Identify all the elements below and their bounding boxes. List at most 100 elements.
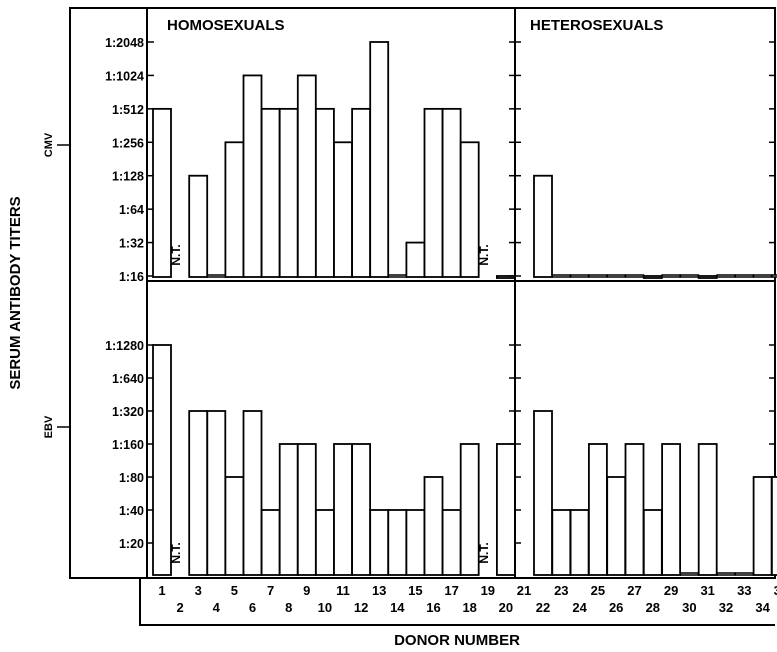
x-tick-label-29: 29 <box>664 583 678 598</box>
x-tick-label-34: 34 <box>755 600 770 615</box>
x-tick-label-16: 16 <box>426 600 440 615</box>
bar-ebv-34 <box>752 476 773 576</box>
bar-cmv-1 <box>152 107 172 278</box>
bar-ebv-6 <box>242 410 263 576</box>
x-tick-label-31: 31 <box>700 583 714 598</box>
x-tick-label-32: 32 <box>719 600 733 615</box>
bar-ebv-11 <box>333 443 353 576</box>
x-tick-label-28: 28 <box>646 600 660 615</box>
x-tick-label-12: 12 <box>354 600 368 615</box>
bar-cmv-22 <box>533 174 553 278</box>
y-tick-label-ebv-4: 1:80 <box>119 471 144 485</box>
x-tick-label-22: 22 <box>536 600 550 615</box>
bar-cmv-16 <box>423 107 444 278</box>
bar-cmv-20 <box>495 275 516 279</box>
bar-cmv-4 <box>206 274 227 278</box>
bar-ebv-9 <box>296 443 317 576</box>
bar-cmv-34 <box>752 274 773 278</box>
bar-ebv-25 <box>588 443 608 576</box>
y-tick-label-ebv-0: 1:1280 <box>105 339 144 353</box>
x-tick-label-27: 27 <box>627 583 641 598</box>
panel-label-ebv: EBV <box>43 415 55 438</box>
nt-label-ebv-19: N.T. <box>477 542 491 563</box>
bar-ebv-7 <box>260 509 281 576</box>
bar-cmv-8 <box>278 107 299 278</box>
bar-cmv-14 <box>387 274 408 278</box>
nt-label-cmv-19: N.T. <box>477 244 491 265</box>
bar-ebv-31 <box>697 443 718 576</box>
x-tick-label-20: 20 <box>499 600 513 615</box>
y-tick-label-cmv-6: 1:32 <box>119 237 144 251</box>
bar-ebv-8 <box>278 443 299 576</box>
x-tick-label-14: 14 <box>390 600 405 615</box>
bar-cmv-35 <box>771 274 777 278</box>
y-tick-label-cmv-5: 1:64 <box>119 203 144 217</box>
x-tick-label-11: 11 <box>336 583 350 598</box>
xtick-frame <box>139 578 775 626</box>
panel-label-cmv: CMV <box>43 132 55 157</box>
bar-ebv-3 <box>188 410 209 576</box>
nt-label-ebv-2: N.T. <box>169 542 183 563</box>
x-tick-label-5: 5 <box>231 583 238 598</box>
bar-ebv-30 <box>679 572 700 576</box>
x-tick-label-6: 6 <box>249 600 256 615</box>
bar-cmv-9 <box>296 74 317 278</box>
y-tick-label-ebv-1: 1:640 <box>112 372 144 386</box>
y-tick-label-ebv-6: 1:20 <box>119 537 144 551</box>
bar-ebv-14 <box>387 509 408 576</box>
x-tick-label-3: 3 <box>195 583 202 598</box>
x-tick-label-4: 4 <box>213 600 221 615</box>
bar-ebv-32 <box>716 572 736 576</box>
bar-ebv-13 <box>369 509 390 576</box>
bar-cmv-5 <box>224 141 245 278</box>
bar-cmv-15 <box>405 241 426 278</box>
bar-ebv-5 <box>224 476 245 576</box>
y-tick-label-ebv-5: 1:40 <box>119 504 144 518</box>
x-tick-label-9: 9 <box>303 583 310 598</box>
y-tick-label-cmv-0: 1:2048 <box>105 36 144 50</box>
x-tick-label-33: 33 <box>737 583 751 598</box>
group-label-heterosexuals: HETEROSEXUALS <box>530 17 663 34</box>
x-tick-label-18: 18 <box>462 600 476 615</box>
x-tick-label-1: 1 <box>158 583 165 598</box>
bar-ebv-12 <box>351 443 372 576</box>
y-tick-label-ebv-2: 1:320 <box>112 405 144 419</box>
bar-ebv-24 <box>569 509 590 576</box>
outer-frame <box>69 7 776 579</box>
bar-ebv-26 <box>606 476 627 576</box>
x-tick-label-13: 13 <box>372 583 386 598</box>
bar-ebv-29 <box>661 443 681 576</box>
x-tick-label-7: 7 <box>267 583 274 598</box>
bar-cmv-27 <box>624 274 645 278</box>
bar-ebv-16 <box>423 476 444 576</box>
x-tick-label-30: 30 <box>682 600 696 615</box>
bar-cmv-3 <box>188 174 209 278</box>
chart-marks: 1:20481:10241:5121:2561:1281:641:321:16N… <box>57 36 777 615</box>
y-tick-label-cmv-4: 1:128 <box>112 170 144 184</box>
bar-ebv-10 <box>314 509 335 576</box>
bar-cmv-6 <box>242 74 263 278</box>
x-tick-label-8: 8 <box>285 600 292 615</box>
bar-ebv-17 <box>441 509 462 576</box>
bar-ebv-20 <box>495 443 516 576</box>
y-tick-label-cmv-3: 1:256 <box>112 136 144 150</box>
x-tick-label-21: 21 <box>517 583 531 598</box>
bar-cmv-33 <box>734 274 755 278</box>
bar-cmv-25 <box>588 274 608 278</box>
x-tick-label-17: 17 <box>444 583 458 598</box>
bar-ebv-33 <box>734 572 755 576</box>
bar-cmv-23 <box>551 274 572 278</box>
x-tick-label-35: 35 <box>774 583 777 598</box>
bar-cmv-29 <box>661 274 681 278</box>
bar-cmv-11 <box>333 141 353 278</box>
bar-cmv-12 <box>351 107 372 278</box>
bar-ebv-22 <box>533 410 553 576</box>
bar-ebv-4 <box>206 410 227 576</box>
x-tick-label-26: 26 <box>609 600 623 615</box>
x-tick-label-24: 24 <box>572 600 587 615</box>
bar-cmv-30 <box>679 274 700 278</box>
bar-cmv-13 <box>369 41 390 278</box>
bar-cmv-24 <box>569 274 590 278</box>
y-tick-label-ebv-3: 1:160 <box>112 438 144 452</box>
